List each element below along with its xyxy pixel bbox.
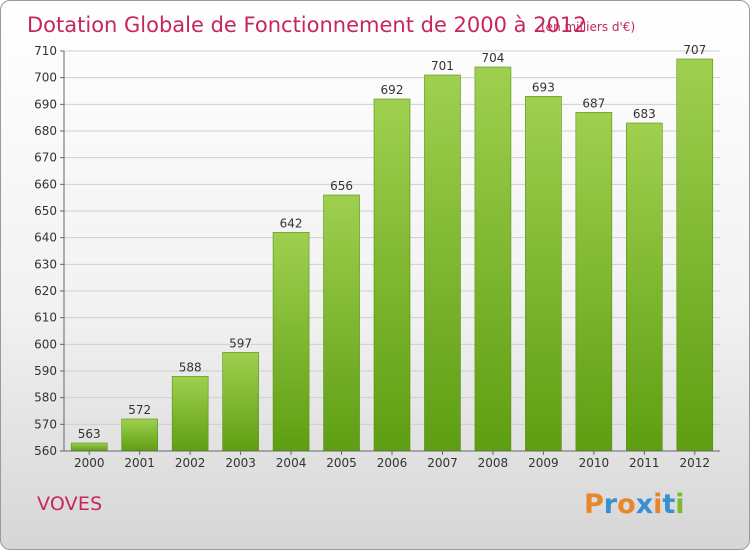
logo-letter: t [662, 489, 676, 520]
data-label-2008: 704 [481, 51, 504, 65]
y-tick-label: 660 [34, 177, 57, 191]
y-tick-label: 680 [34, 124, 57, 138]
y-tick-label: 560 [34, 444, 57, 458]
data-label-2009: 693 [532, 80, 555, 94]
x-tick-label-2003: 2003 [225, 456, 256, 470]
logo-letter: i [675, 489, 685, 520]
x-tick-label-2011: 2011 [629, 456, 660, 470]
bar-2007 [424, 74, 461, 452]
x-tick-label-2002: 2002 [175, 456, 206, 470]
logo-letter: r [603, 489, 618, 520]
x-tick-label-2000: 2000 [74, 456, 105, 470]
commune-name: VOVES [37, 493, 103, 515]
data-label-2006: 692 [381, 83, 404, 97]
bar-2009 [525, 96, 562, 452]
logo-letter: x [635, 489, 654, 520]
data-label-2012: 707 [683, 43, 706, 57]
chart-title: Dotation Globale de Fonctionnement de 20… [27, 13, 587, 37]
bar-2002 [171, 376, 209, 452]
bars: 563 572 588 597 642 656 692 701 704 693 687 683 707 [70, 43, 714, 452]
proxiti-logo: Proxiti [584, 489, 685, 520]
y-tick-label: 600 [34, 337, 57, 351]
x-tick-label-2007: 2007 [427, 456, 458, 470]
bar-2006 [373, 98, 411, 452]
y-tick-label: 650 [34, 204, 57, 218]
x-tick-label-2008: 2008 [478, 456, 509, 470]
bar-2000 [70, 442, 108, 452]
data-label-2011: 683 [633, 107, 656, 121]
data-label-2002: 588 [179, 360, 202, 374]
data-label-2001: 572 [128, 403, 151, 417]
y-tick-label: 670 [34, 151, 57, 165]
logo-letter: P [584, 489, 604, 520]
bar-2010 [575, 112, 613, 452]
x-tick-label-2009: 2009 [528, 456, 559, 470]
x-tick-label-2001: 2001 [124, 456, 155, 470]
data-label-2005: 656 [330, 179, 353, 193]
x-tick-label-2005: 2005 [326, 456, 357, 470]
bar-2011 [626, 122, 663, 452]
y-tick-label: 690 [34, 97, 57, 111]
data-label-2000: 563 [78, 427, 101, 441]
bar-2012 [676, 58, 714, 452]
y-tick-label: 590 [34, 364, 57, 378]
y-tick-label: 630 [34, 257, 57, 271]
y-tick-label: 710 [34, 44, 57, 58]
y-tick-label: 620 [34, 284, 57, 298]
y-tick-label: 580 [34, 391, 57, 405]
x-tick-label-2004: 2004 [276, 456, 307, 470]
data-label-2003: 597 [229, 336, 252, 350]
x-axis-ticks: 2000 2001 2002 2003 2004 2005 2006 2007 2008 2009… [74, 451, 710, 470]
data-label-2004: 642 [280, 216, 303, 230]
y-axis-ticks: 560 570 580 590 600 610 620 630 640 650 660 670 680 6… [34, 44, 64, 458]
bar-2003 [222, 352, 259, 452]
logo-letter: i [653, 489, 663, 520]
logo-letter: o [617, 489, 636, 520]
bar-2008 [474, 66, 512, 452]
y-tick-label: 700 [34, 71, 57, 85]
bar-2001 [121, 418, 158, 452]
y-tick-label: 610 [34, 311, 57, 325]
x-tick-label-2012: 2012 [679, 456, 710, 470]
y-tick-label: 640 [34, 231, 57, 245]
data-label-2010: 687 [582, 96, 605, 110]
y-tick-label: 570 [34, 417, 57, 431]
x-tick-label-2006: 2006 [377, 456, 408, 470]
x-tick-label-2010: 2010 [579, 456, 610, 470]
bar-2005 [323, 194, 360, 452]
chart-subtitle: (en milliers d'€) [541, 20, 635, 34]
data-label-2007: 701 [431, 59, 454, 73]
bar-2004 [272, 232, 310, 452]
